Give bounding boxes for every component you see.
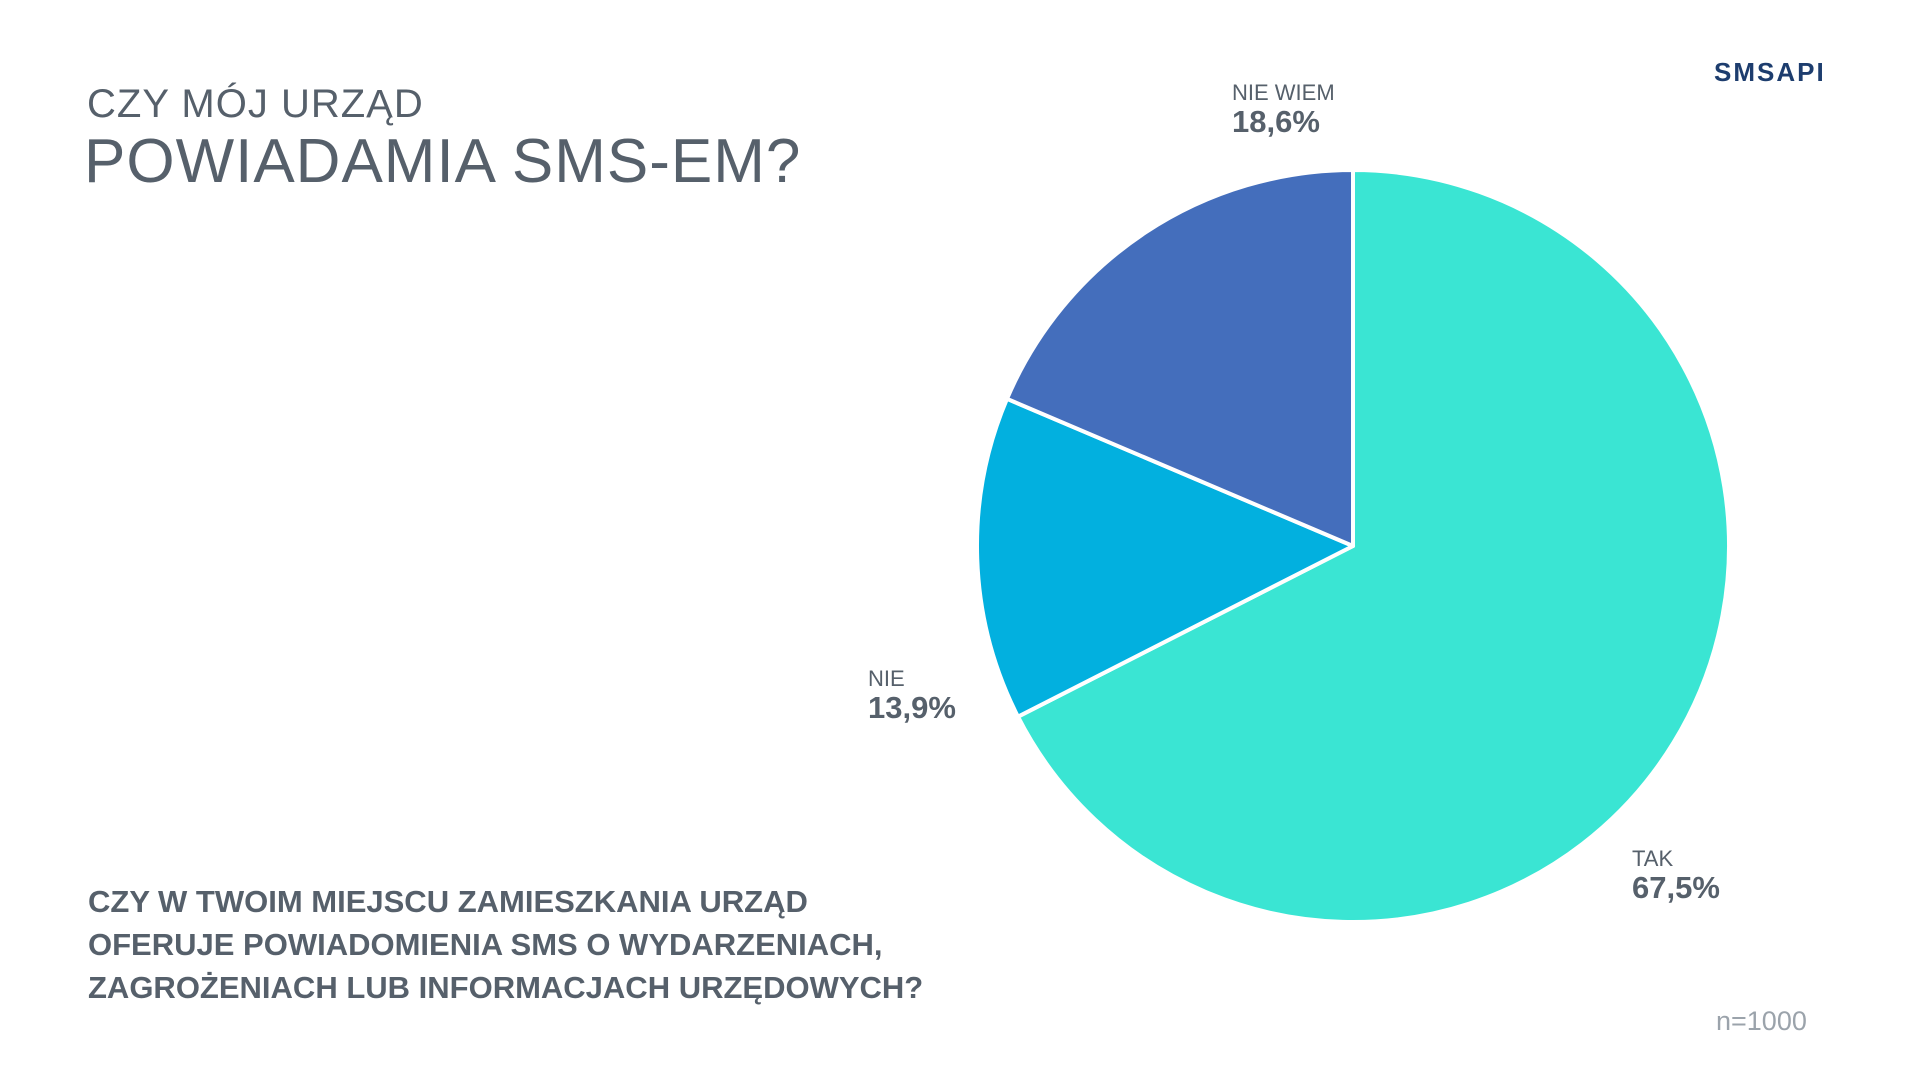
pie-slice-tak [1015, 168, 1731, 924]
title-line-1: CZY MÓJ URZĄD [87, 82, 424, 126]
slice-value-tak: 67,5% [1632, 870, 1720, 905]
pie-slice-nie-wiem [1004, 168, 1355, 548]
slice-label-nie-wiem: NIE WIEM [1232, 80, 1335, 105]
slice-value-nie: 13,9% [868, 690, 956, 725]
smsapi-logo: SMSAPI [1714, 57, 1826, 87]
slice-label-tak: TAK [1632, 846, 1673, 871]
survey-question: CZY W TWOIM MIEJSCU ZAMIESZKANIA URZĄD O… [88, 880, 1048, 1009]
title-line-2: POWIADAMIA SMS-EM? [84, 127, 802, 196]
slice-value-nie-wiem: 18,6% [1232, 104, 1320, 139]
pie-slice-nie [975, 396, 1355, 719]
survey-question-line-2: OFERUJE POWIADOMIENIA SMS O WYDARZENIACH… [88, 927, 883, 962]
slice-label-nie: NIE [868, 666, 905, 691]
survey-question-line-3: ZAGROŻENIACH LUB INFORMACJACH URZĘDOWYCH… [88, 970, 924, 1005]
survey-question-line-1: CZY W TWOIM MIEJSCU ZAMIESZKANIA URZĄD [88, 884, 808, 919]
sample-size: n=1000 [1716, 1006, 1807, 1036]
